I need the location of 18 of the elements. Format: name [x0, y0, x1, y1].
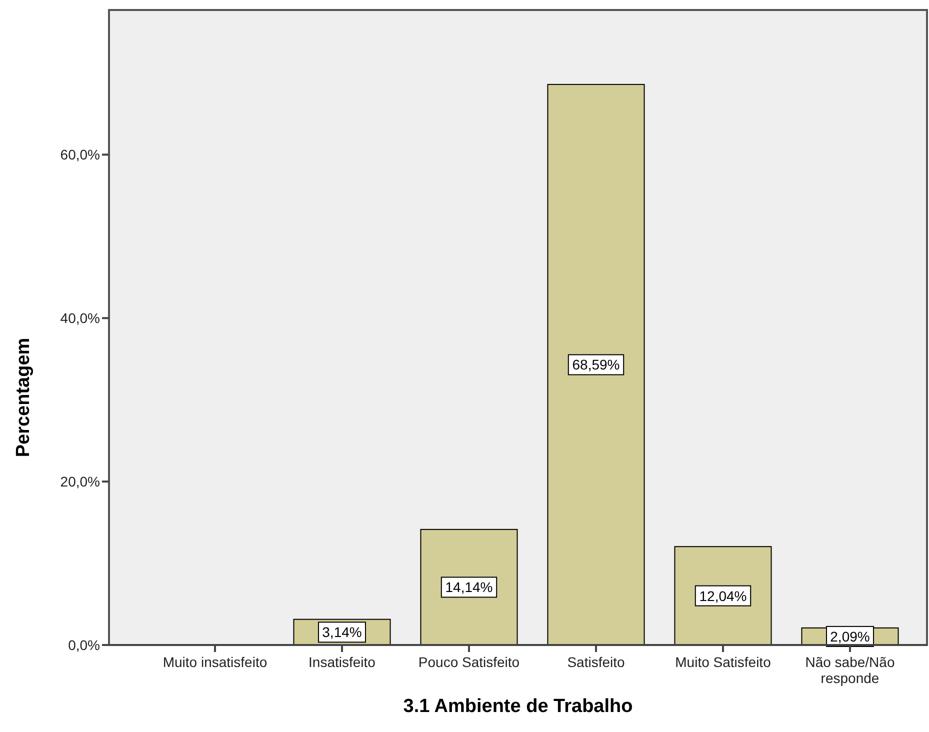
y-tick-label: 20,0%: [60, 474, 100, 490]
y-tick-label: 60,0%: [60, 146, 100, 163]
data-label: 2,09%: [830, 628, 870, 644]
y-axis-title: Percentagem: [13, 338, 34, 458]
x-tick-label: Satisfeito: [567, 654, 626, 670]
y-tick-label: 40,0%: [60, 310, 100, 326]
data-label: 68,59%: [572, 356, 620, 373]
x-axis-title: 3.1 Ambiente de Trabalho: [403, 696, 633, 717]
data-label: 14,14%: [445, 579, 493, 596]
bar: [547, 84, 645, 646]
x-tick-label: Muito insatisfeito: [162, 654, 268, 670]
x-tick-label: Não sabe/Não responde: [805, 654, 895, 686]
x-tick-label: Insatisfeito: [308, 654, 376, 670]
y-tick-label: 0,0%: [68, 637, 100, 653]
x-tick-label: Pouco Satisfeito: [418, 654, 520, 670]
x-tick-label: Muito Satisfeito: [675, 654, 772, 670]
data-label: 3,14%: [322, 624, 362, 640]
data-label: 12,04%: [699, 588, 747, 604]
